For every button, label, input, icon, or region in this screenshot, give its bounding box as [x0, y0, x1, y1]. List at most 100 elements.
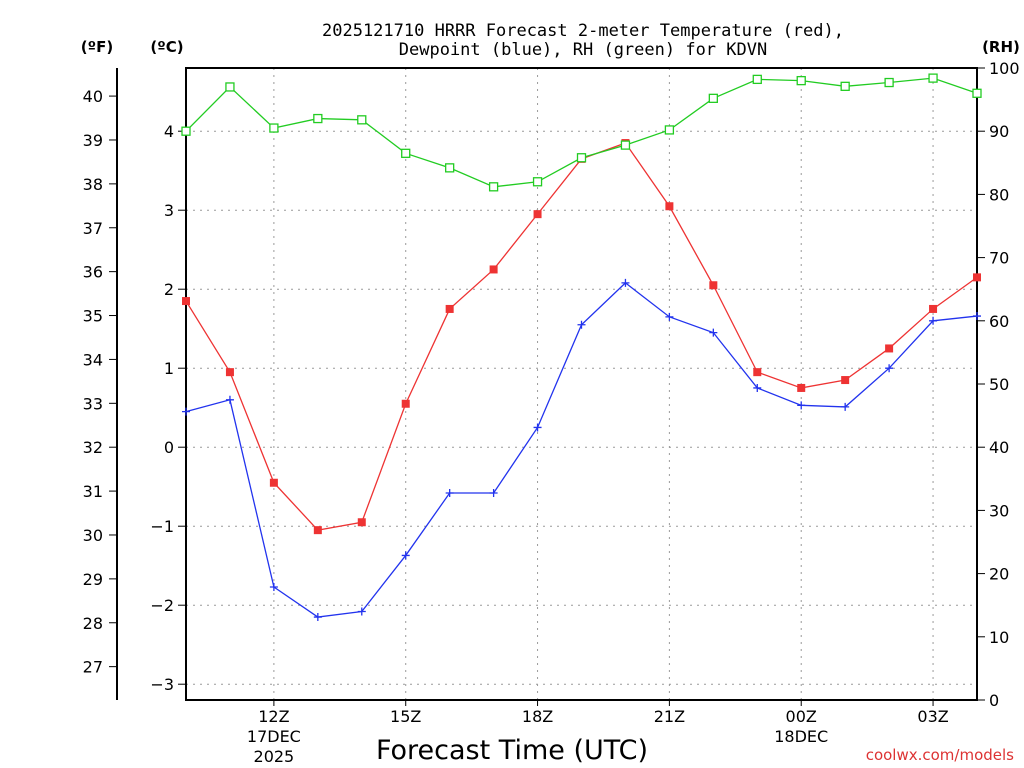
temperature-point: [269, 478, 278, 487]
temperature-point: [841, 376, 850, 385]
rh-point: [928, 73, 938, 83]
dewpoint-point: [841, 402, 850, 411]
rh-line: [185, 77, 978, 188]
chart-title-line2: Dewpoint (blue), RH (green) for KDVN: [399, 40, 767, 60]
dewpoint-point: [533, 423, 542, 432]
celsius-tick-label: 2: [164, 280, 174, 299]
fahrenheit-tick-label: 34: [83, 350, 103, 369]
celsius-tick-label: −1: [150, 517, 174, 536]
credit-text: coolwx.com/models: [866, 746, 1014, 764]
dewpoint-point: [182, 407, 190, 416]
dewpoint-point: [269, 583, 278, 592]
celsius-tick-label: 1: [164, 359, 174, 378]
fahrenheit-tick-label: 39: [83, 131, 103, 150]
dewpoint-point: [577, 320, 586, 329]
dewpoint-point: [445, 489, 454, 498]
dewpoint-point: [797, 401, 806, 410]
rh-tick-label: 60: [989, 312, 1009, 331]
dewpoint-point: [489, 489, 498, 498]
temperature-point: [401, 399, 410, 408]
fahrenheit-tick-label: 28: [83, 614, 103, 633]
rh-point: [884, 77, 894, 88]
temperature-point: [225, 368, 234, 377]
dewpoint-point: [709, 328, 718, 337]
rh-point: [357, 115, 367, 125]
x-axis-label: Forecast Time (UTC): [376, 735, 648, 766]
rh-tick-label: 70: [989, 249, 1009, 268]
time-tick-label: 00Z: [786, 707, 817, 726]
celsius-tick-label: 4: [164, 122, 174, 141]
dewpoint-point: [929, 316, 938, 325]
fahrenheit-tick-label: 33: [83, 394, 103, 413]
temperature-point: [973, 273, 981, 282]
dewpoint-point: [313, 613, 322, 622]
temperature-point: [357, 518, 366, 527]
rh-point: [708, 93, 718, 103]
rh-point: [620, 140, 631, 150]
dewpoint-point: [973, 312, 981, 321]
celsius-tick-label: −2: [150, 596, 174, 615]
fahrenheit-tick-label: 35: [83, 307, 103, 326]
dewpoint-point: [665, 312, 674, 321]
rh-point: [972, 88, 982, 98]
date-label: 17DEC: [247, 727, 301, 746]
temperature-point: [445, 304, 454, 313]
temperature-point: [753, 368, 762, 377]
temperature-point: [489, 265, 498, 274]
temperature-line: [185, 142, 978, 531]
date-label: 18DEC: [774, 727, 828, 746]
fahrenheit-tick-label: 37: [83, 219, 103, 238]
dewpoint-point: [885, 364, 894, 373]
rh-tick-label: 20: [989, 565, 1009, 584]
fahrenheit-unit-label: (ºF): [81, 38, 113, 56]
dewpoint-point: [357, 607, 366, 616]
rh-point: [401, 148, 411, 158]
data-series: [181, 73, 982, 622]
celsius-tick-label: −3: [150, 675, 174, 694]
rh-point: [445, 163, 455, 173]
rh-tick-label: 90: [989, 122, 1009, 141]
dewpoint-point: [753, 383, 762, 392]
temperature-point: [709, 281, 718, 290]
rh-point: [225, 82, 235, 92]
rh-unit-label: (RH): [982, 38, 1020, 56]
grid-lines: [186, 68, 977, 700]
dewpoint-point: [621, 278, 630, 287]
temperature-point: [929, 304, 938, 313]
axes: −3−2−10123427282930313233343536373839400…: [83, 59, 1020, 766]
celsius-tick-label: 3: [164, 201, 174, 220]
dewpoint-point: [225, 395, 234, 404]
rh-point: [488, 182, 499, 192]
rh-point: [532, 177, 543, 187]
rh-point: [576, 153, 587, 163]
temperature-point: [313, 526, 322, 535]
time-tick-label: 18Z: [522, 707, 553, 726]
rh-point: [269, 123, 279, 133]
time-tick-label: 21Z: [654, 707, 685, 726]
fahrenheit-tick-label: 38: [83, 175, 103, 194]
rh-point: [181, 126, 191, 136]
celsius-unit-label: (ºC): [150, 38, 183, 56]
rh-tick-label: 0: [989, 691, 999, 710]
fahrenheit-tick-label: 27: [83, 658, 103, 677]
fahrenheit-tick-label: 29: [83, 570, 103, 589]
temperature-point: [797, 383, 806, 392]
year-label: 2025: [254, 747, 295, 766]
rh-tick-label: 50: [989, 375, 1009, 394]
fahrenheit-tick-label: 31: [83, 482, 103, 501]
fahrenheit-tick-label: 40: [83, 87, 103, 106]
temperature-point: [885, 344, 894, 353]
rh-point: [313, 113, 323, 124]
rh-tick-label: 30: [989, 501, 1009, 520]
time-tick-label: 15Z: [390, 707, 421, 726]
time-tick-label: 12Z: [258, 707, 289, 726]
fahrenheit-tick-label: 36: [83, 263, 103, 282]
dewpoint-line: [185, 282, 978, 618]
rh-tick-label: 10: [989, 628, 1009, 647]
temperature-point: [533, 210, 542, 219]
rh-tick-label: 80: [989, 185, 1009, 204]
rh-tick-label: 100: [989, 59, 1020, 78]
temperature-point: [182, 297, 190, 306]
fahrenheit-tick-label: 30: [83, 526, 103, 545]
